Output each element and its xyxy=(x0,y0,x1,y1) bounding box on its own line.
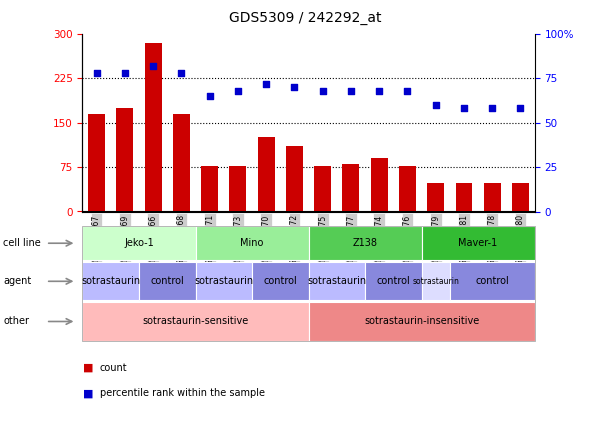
Point xyxy=(177,69,186,76)
Bar xyxy=(484,183,500,212)
Bar xyxy=(258,137,275,212)
Text: sotrastaurin-insensitive: sotrastaurin-insensitive xyxy=(364,316,479,327)
Point xyxy=(403,87,412,94)
Bar xyxy=(116,108,133,212)
Text: agent: agent xyxy=(3,276,31,286)
Bar xyxy=(456,183,472,212)
Text: ■: ■ xyxy=(82,388,93,398)
Point xyxy=(148,63,158,69)
Bar xyxy=(201,166,218,212)
Point xyxy=(120,69,130,76)
Text: sotrastaurin-sensitive: sotrastaurin-sensitive xyxy=(142,316,249,327)
Bar xyxy=(286,146,303,212)
Text: sotrastaurin: sotrastaurin xyxy=(307,276,367,286)
Text: control: control xyxy=(376,276,410,286)
Text: cell line: cell line xyxy=(3,238,41,248)
Bar xyxy=(314,166,331,212)
Text: ■: ■ xyxy=(82,363,93,373)
Point xyxy=(262,80,271,87)
Bar xyxy=(88,114,105,212)
Point xyxy=(431,102,441,108)
Text: control: control xyxy=(475,276,509,286)
Text: sotrastaurin: sotrastaurin xyxy=(81,276,141,286)
Text: control: control xyxy=(263,276,297,286)
Text: Z138: Z138 xyxy=(353,238,378,248)
Bar xyxy=(145,43,161,212)
Bar xyxy=(173,114,190,212)
Point xyxy=(516,105,525,112)
Bar xyxy=(230,166,246,212)
Bar xyxy=(371,158,387,212)
Point xyxy=(205,93,214,99)
Text: Mino: Mino xyxy=(240,238,264,248)
Point xyxy=(488,105,497,112)
Text: sotrastaurin: sotrastaurin xyxy=(412,277,459,286)
Bar xyxy=(342,164,359,212)
Text: other: other xyxy=(3,316,29,327)
Text: count: count xyxy=(100,363,127,373)
Text: Maver-1: Maver-1 xyxy=(458,238,498,248)
Bar xyxy=(427,183,444,212)
Text: Jeko-1: Jeko-1 xyxy=(124,238,154,248)
Text: control: control xyxy=(150,276,184,286)
Bar xyxy=(399,166,416,212)
Bar xyxy=(512,183,529,212)
Point xyxy=(92,69,101,76)
Point xyxy=(375,87,384,94)
Text: percentile rank within the sample: percentile rank within the sample xyxy=(100,388,265,398)
Point xyxy=(290,84,299,91)
Point xyxy=(459,105,469,112)
Text: sotrastaurin: sotrastaurin xyxy=(194,276,254,286)
Text: GDS5309 / 242292_at: GDS5309 / 242292_at xyxy=(229,11,382,25)
Point xyxy=(346,87,356,94)
Point xyxy=(233,87,243,94)
Point xyxy=(318,87,327,94)
